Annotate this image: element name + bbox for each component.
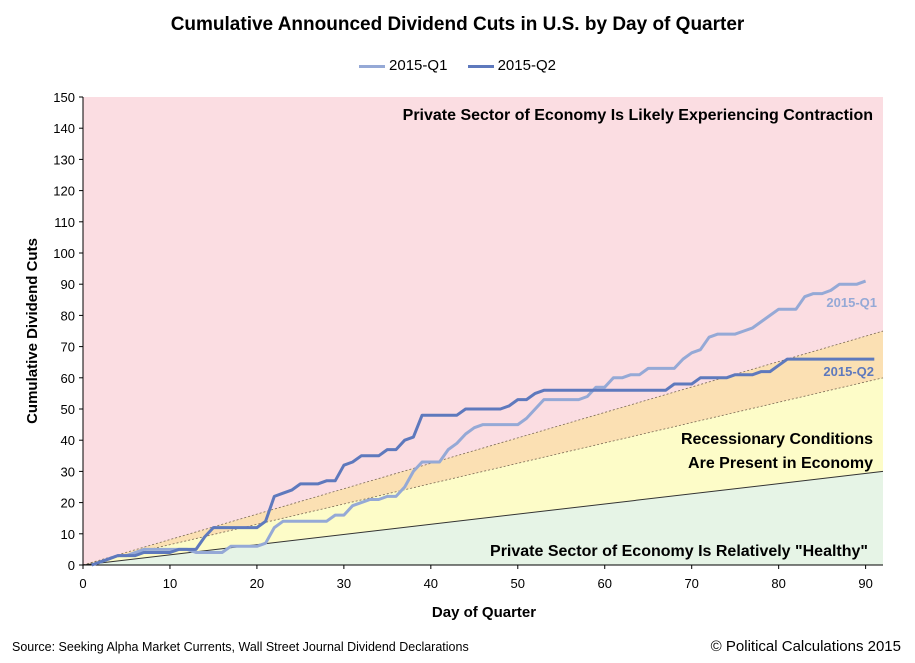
y-tick-label: 20 bbox=[61, 496, 75, 511]
series-line-q1 bbox=[91, 279, 867, 567]
legend: 2015-Q1 2015-Q2 bbox=[0, 57, 915, 74]
y-tick-label: 150 bbox=[53, 90, 75, 105]
y-tick-label: 10 bbox=[61, 527, 75, 542]
x-tick-label: 30 bbox=[337, 576, 351, 591]
series-lines bbox=[91, 279, 875, 567]
legend-item-q1: 2015-Q1 bbox=[359, 57, 447, 74]
y-tick-label: 120 bbox=[53, 184, 75, 199]
zone-label-recession-line1: Recessionary Conditions bbox=[681, 431, 873, 448]
y-tick-label: 60 bbox=[61, 371, 75, 386]
zone-label-recession-line2: Are Present in Economy bbox=[688, 455, 873, 472]
y-tick-label: 100 bbox=[53, 246, 75, 261]
source-note: Source: Seeking Alpha Market Currents, W… bbox=[12, 640, 469, 654]
legend-label-q2: 2015-Q2 bbox=[497, 57, 556, 74]
boundary-middle bbox=[82, 377, 884, 566]
legend-label-q1: 2015-Q1 bbox=[389, 57, 448, 74]
chart-title: Cumulative Announced Dividend Cuts in U.… bbox=[170, 14, 745, 35]
boundary-upper bbox=[82, 330, 884, 566]
zone-boundary-lines bbox=[82, 330, 884, 566]
shaded-zones bbox=[83, 97, 883, 565]
copyright: © Political Calculations 2015 bbox=[710, 638, 901, 655]
zone-label-healthy: Private Sector of Economy Is Relatively … bbox=[490, 543, 868, 560]
y-tick-label: 0 bbox=[68, 558, 75, 573]
x-tick-label: 90 bbox=[858, 576, 872, 591]
x-tick-label: 50 bbox=[511, 576, 525, 591]
x-tick-label: 0 bbox=[79, 576, 86, 591]
x-tick-label: 80 bbox=[771, 576, 785, 591]
legend-swatch-q1 bbox=[359, 64, 386, 68]
y-tick-label: 40 bbox=[61, 433, 75, 448]
y-tick-label: 90 bbox=[61, 277, 75, 292]
y-tick-label: 30 bbox=[61, 464, 75, 479]
y-tick-label: 130 bbox=[53, 152, 75, 167]
axes: 0 10 20 30 40 50 60 70 80 90 100 110 120 130 140 150 0 10… bbox=[53, 90, 883, 591]
series-line-q2 bbox=[91, 357, 875, 567]
series-end-label-q2: 2015-Q2 bbox=[823, 364, 874, 379]
x-tick-label: 40 bbox=[424, 576, 438, 591]
y-tick-label: 70 bbox=[61, 340, 75, 355]
x-tick-label: 60 bbox=[598, 576, 612, 591]
x-tick-label: 70 bbox=[684, 576, 698, 591]
x-tick-label: 20 bbox=[250, 576, 264, 591]
boundary-lower bbox=[82, 470, 884, 566]
legend-item-q2: 2015-Q2 bbox=[467, 57, 556, 74]
series-end-label-q1: 2015-Q1 bbox=[826, 295, 877, 310]
x-axis-label: Day of Quarter bbox=[432, 604, 536, 621]
legend-swatch-q2 bbox=[467, 64, 494, 68]
zone-label-contraction: Private Sector of Economy Is Likely Expe… bbox=[403, 107, 873, 124]
y-axis-label: Cumulative Dividend Cuts bbox=[24, 238, 41, 424]
x-tick-label: 10 bbox=[163, 576, 177, 591]
y-tick-label: 140 bbox=[53, 121, 75, 136]
y-tick-label: 80 bbox=[61, 308, 75, 323]
y-tick-label: 50 bbox=[61, 402, 75, 417]
y-tick-label: 110 bbox=[54, 215, 75, 230]
